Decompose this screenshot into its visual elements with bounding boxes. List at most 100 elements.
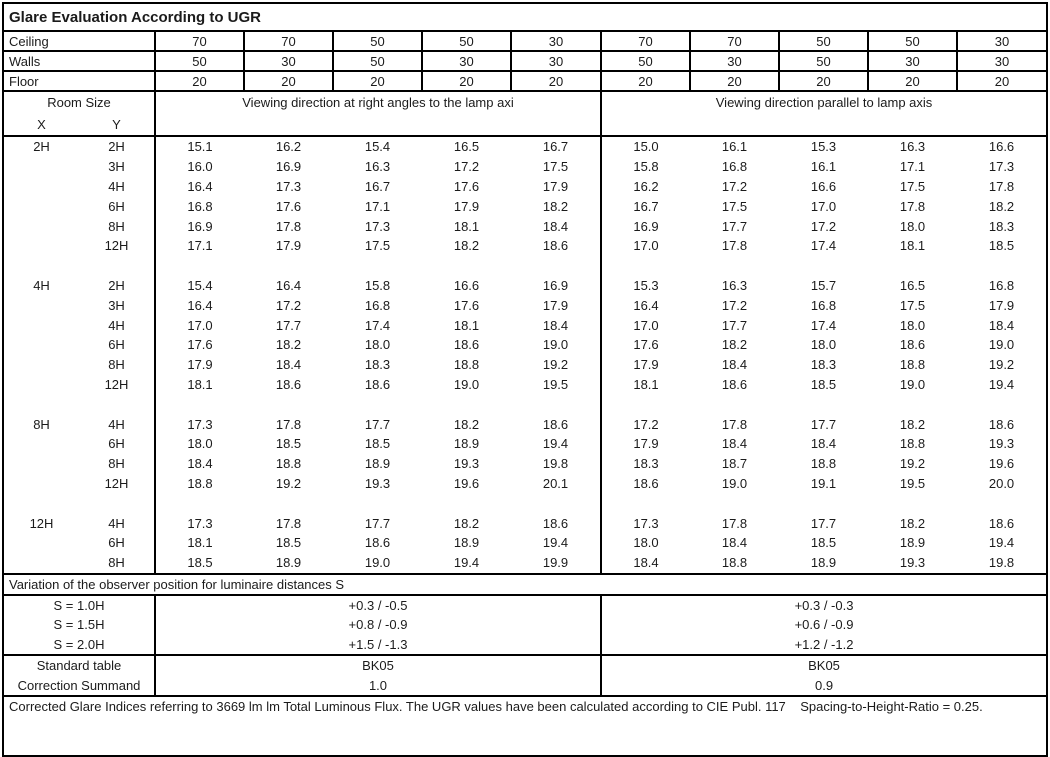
- ugr-data-row: 8H 18.4 18.8 18.9 19.3 19.8 18.3 18.7 18.8 19.2 19…: [3, 453, 1047, 474]
- surface-row: Floor 20 20 20 20 20 20 20 20 20 20: [2, 70, 1049, 92]
- ugr-value: 18.4: [511, 315, 602, 335]
- ugr-value: 17.8: [988, 178, 1015, 194]
- ugr-value: 17.2: [721, 178, 748, 194]
- surface-value: 50: [867, 30, 958, 52]
- surface-value: 50: [600, 50, 691, 72]
- ugr-value: 18.0: [364, 337, 391, 353]
- ugr-value: 18.6: [511, 513, 602, 533]
- variation-banner-row: Variation of the observer position for l…: [3, 572, 1048, 596]
- variation-s-row-label: S = 1.5H: [3, 615, 156, 635]
- ugr-value: 17.0: [187, 317, 213, 333]
- ugr-data-row: 6H 17.6 18.2 18.0 18.6 19.0 17.6 18.2 18.0 18.6 19…: [3, 334, 1047, 355]
- spacer-cell: [155, 493, 244, 513]
- variation-s-row-value-left: +1.5 / -1.3: [155, 634, 602, 657]
- room-y-value: 12H: [79, 473, 156, 494]
- ugr-value: 17.8: [275, 218, 302, 234]
- surface-value: 30: [243, 50, 334, 72]
- ugr-value: 19.8: [511, 453, 602, 474]
- spacer-cell: [3, 394, 79, 414]
- ugr-value: 18.5: [364, 436, 391, 452]
- room-y-value: 4H: [79, 315, 156, 335]
- ugr-value: 18.8: [899, 436, 926, 452]
- ugr-data-row: 6H 18.0 18.5 18.5 18.9 19.4 17.9 18.4 18.4 18.8 19…: [3, 433, 1047, 454]
- ugr-value: 17.8: [275, 416, 302, 432]
- ugr-value: 18.6: [511, 235, 602, 256]
- ugr-value: 18.8: [275, 456, 302, 472]
- surface-value: 20: [243, 70, 334, 92]
- ugr-data-row: 12H 4H 17.3 17.8 17.7 18.2 18.6 17.3 17.8 17.7 18.…: [3, 513, 1047, 533]
- room-x-value: 4H: [33, 277, 50, 293]
- ugr-value: 18.1: [633, 376, 659, 392]
- ugr-value: 15.3: [633, 277, 659, 293]
- summary-row: Standard table BK05 BK05: [3, 655, 1047, 676]
- spacer-cell: [601, 256, 690, 276]
- ugr-value: 18.4: [721, 436, 748, 452]
- ugr-value: 16.9: [511, 275, 602, 296]
- summary-row-value-left: BK05: [155, 655, 602, 676]
- surface-value: 30: [510, 30, 602, 52]
- surface-value: 50: [778, 30, 869, 52]
- room-x-value: [3, 454, 79, 474]
- ugr-value: 18.1: [453, 317, 480, 333]
- ugr-value: 17.6: [633, 337, 659, 353]
- room-x-value: [3, 216, 79, 236]
- ugr-value: 17.1: [364, 198, 391, 214]
- ugr-value: 19.0: [453, 376, 480, 392]
- room-x-value: [3, 177, 79, 197]
- spacer-cell: [422, 493, 511, 513]
- ugr-value: 18.9: [453, 436, 480, 452]
- ugr-value: 18.2: [899, 416, 926, 432]
- spacer-cell: [155, 256, 244, 276]
- ugr-data-row: 8H 4H 17.3 17.8 17.7 18.2 18.6 17.2 17.8 17.7 18.2…: [3, 414, 1047, 434]
- ugr-value: 16.6: [988, 139, 1015, 155]
- ugr-value: 18.4: [721, 535, 748, 551]
- room-y-value: 6H: [79, 334, 156, 355]
- ugr-value: 17.0: [810, 198, 837, 214]
- ugr-value: 18.8: [721, 555, 748, 571]
- room-x-value: [3, 315, 79, 335]
- spacer-cell: [333, 256, 422, 276]
- room-size-axes: X Y: [4, 117, 153, 132]
- ugr-value: 16.1: [810, 159, 837, 175]
- spacer-cell: [511, 493, 602, 514]
- ugr-value: 17.0: [633, 317, 659, 333]
- ugr-value: 18.8: [810, 456, 837, 472]
- ugr-value: 17.6: [275, 198, 302, 214]
- ugr-value: 17.8: [721, 416, 748, 432]
- ugr-value: 19.2: [899, 456, 926, 472]
- room-x-value: [3, 295, 79, 315]
- spacer-cell: [79, 255, 156, 276]
- variation-s-row-label: S = 2.0H: [3, 634, 156, 657]
- ugr-value: 17.9: [511, 295, 602, 316]
- spacer-cell: [779, 394, 868, 414]
- variation-s-row-value-left: +0.8 / -0.9: [155, 615, 602, 635]
- surface-value: 20: [867, 70, 958, 92]
- spacer-cell: [690, 256, 779, 276]
- ugr-value: 18.3: [810, 357, 837, 373]
- ugr-value: 15.7: [810, 277, 837, 293]
- ugr-value: 16.7: [633, 198, 659, 214]
- ugr-value: 16.7: [364, 178, 391, 194]
- spacer-cell: [868, 394, 957, 414]
- room-x-value: [3, 553, 79, 574]
- spacer-cell: [422, 394, 511, 414]
- spacer-row: [3, 394, 1047, 415]
- ugr-value: 17.9: [275, 238, 302, 254]
- summary-row-value-right: BK05: [808, 658, 840, 674]
- surface-value: 30: [867, 50, 958, 72]
- room-size-header: Room Size X Y: [3, 91, 156, 137]
- spacer-row: [3, 493, 1047, 514]
- ugr-value: 16.3: [721, 277, 748, 293]
- viewing-direction-right-header: Viewing direction parallel to lamp axis: [601, 91, 1048, 137]
- ugr-value: 17.5: [364, 238, 391, 254]
- ugr-value: 17.3: [275, 178, 302, 194]
- summary-row: Correction Summand 1.0 0.9: [3, 675, 1048, 698]
- ugr-value: 16.2: [633, 178, 659, 194]
- surface-value: 20: [332, 70, 423, 92]
- y-axis-label: Y: [112, 117, 121, 132]
- ugr-value: 17.1: [899, 159, 926, 175]
- ugr-value: 17.7: [810, 416, 837, 432]
- ugr-value: 20.1: [511, 473, 602, 494]
- room-y-value: 4H: [79, 513, 156, 533]
- room-y-value: 3H: [79, 295, 156, 316]
